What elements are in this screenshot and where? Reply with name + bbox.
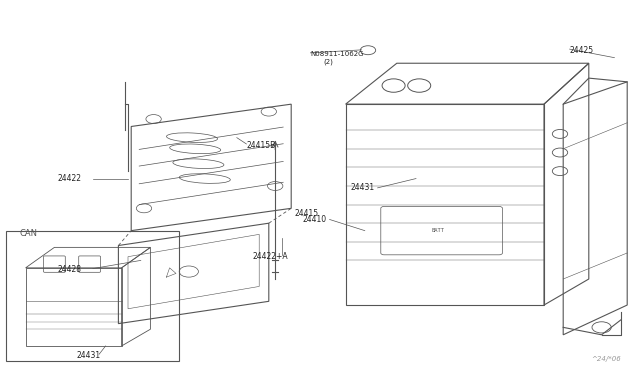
Text: 24415B: 24415B bbox=[246, 141, 276, 150]
Text: 24415: 24415 bbox=[294, 209, 319, 218]
Text: 24422: 24422 bbox=[58, 174, 82, 183]
Text: 24431: 24431 bbox=[77, 351, 101, 360]
Bar bbox=[6, 231, 179, 361]
Text: 24428: 24428 bbox=[58, 265, 82, 274]
Text: 24422+A: 24422+A bbox=[253, 252, 289, 261]
Text: CAN: CAN bbox=[19, 229, 37, 238]
Text: (2): (2) bbox=[323, 58, 333, 65]
Text: N08911-1062G: N08911-1062G bbox=[310, 51, 364, 57]
Text: BATT: BATT bbox=[432, 228, 445, 233]
Text: ^24/*06: ^24/*06 bbox=[591, 356, 621, 362]
Text: 24431: 24431 bbox=[350, 183, 374, 192]
Text: 24425: 24425 bbox=[570, 46, 594, 55]
Text: 24410: 24410 bbox=[302, 215, 326, 224]
